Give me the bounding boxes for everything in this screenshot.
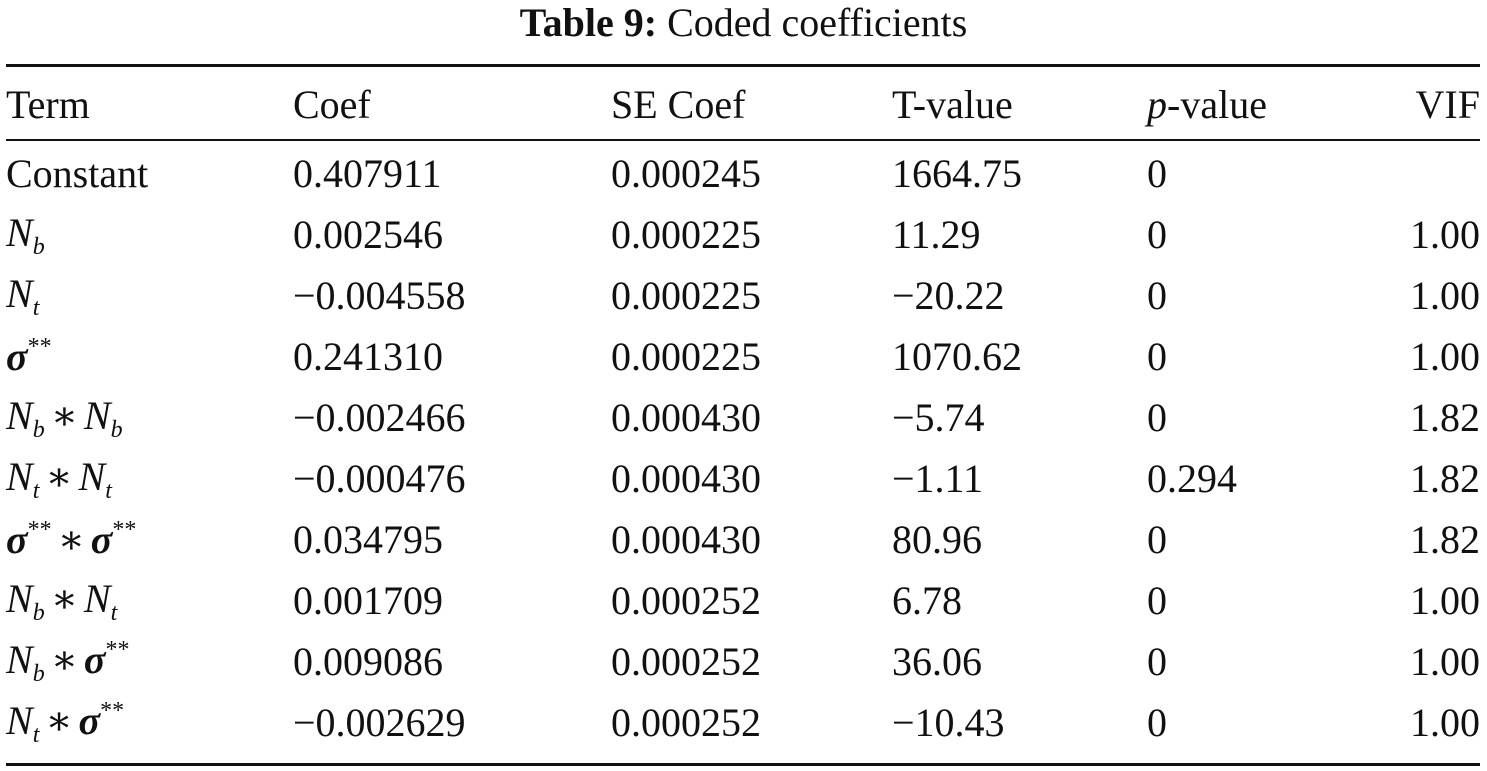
table-row: Constant 0.407911 0.000245 1664.75 0 bbox=[6, 139, 1480, 204]
term-math: Nt ∗ σ** bbox=[6, 697, 125, 748]
term-math: Nb ∗ Nt bbox=[6, 575, 118, 626]
coef-cell: −0.002466 bbox=[293, 395, 466, 440]
table-row: Nt ∗ Nt −0.000476 0.000430 −1.11 0.294 1.8… bbox=[6, 448, 1480, 509]
col-header-vif: VIF bbox=[1415, 82, 1480, 127]
term-math: Nb ∗ Nb bbox=[6, 392, 123, 443]
se-coef-cell: 0.000252 bbox=[611, 639, 761, 684]
term-math: Nt bbox=[6, 270, 40, 321]
vif-cell: 1.00 bbox=[1410, 578, 1480, 623]
term-cell: Nt ∗ Nt bbox=[6, 448, 293, 509]
p-value-cell: 0 bbox=[1147, 639, 1167, 684]
vif-cell: 1.82 bbox=[1410, 517, 1480, 562]
p-value-suffix: -value bbox=[1167, 82, 1267, 127]
vif-cell: 1.82 bbox=[1410, 456, 1480, 501]
p-value-cell: 0 bbox=[1147, 334, 1167, 379]
table-row: Nb ∗ Nt 0.001709 0.000252 6.78 0 1.00 bbox=[6, 570, 1480, 631]
caption-label: Table 9: bbox=[519, 0, 658, 45]
t-value-cell: 6.78 bbox=[892, 578, 962, 623]
coef-cell: 0.034795 bbox=[293, 517, 443, 562]
se-coef-cell: 0.000225 bbox=[611, 273, 761, 318]
coef-cell: 0.002546 bbox=[293, 212, 443, 257]
table-row: σ** ∗ σ** 0.034795 0.000430 80.96 0 1.82 bbox=[6, 509, 1480, 570]
vif-cell: 1.00 bbox=[1410, 212, 1480, 257]
se-coef-cell: 0.000430 bbox=[611, 456, 761, 501]
bottom-rule bbox=[6, 763, 1480, 766]
term-math: Nt ∗ Nt bbox=[6, 453, 112, 504]
t-value-cell: 1070.62 bbox=[892, 334, 1022, 379]
col-header-coef: Coef bbox=[293, 82, 371, 127]
table-row: Nt −0.004558 0.000225 −20.22 0 1.00 bbox=[6, 265, 1480, 326]
se-coef-cell: 0.000252 bbox=[611, 700, 761, 745]
table-row: σ** 0.241310 0.000225 1070.62 0 1.00 bbox=[6, 326, 1480, 387]
p-value-cell: 0 bbox=[1147, 273, 1167, 318]
coef-cell: 0.241310 bbox=[293, 334, 443, 379]
coef-cell: 0.009086 bbox=[293, 639, 443, 684]
p-value-cell: 0 bbox=[1147, 517, 1167, 562]
vif-cell: 1.00 bbox=[1410, 334, 1480, 379]
table-row: Nb ∗ Nb −0.002466 0.000430 −5.74 0 1.82 bbox=[6, 387, 1480, 448]
t-value-cell: −20.22 bbox=[892, 273, 1005, 318]
col-header-se-coef: SE Coef bbox=[611, 82, 746, 127]
p-value-cell: 0 bbox=[1147, 151, 1167, 196]
se-coef-cell: 0.000252 bbox=[611, 578, 761, 623]
p-value-cell: 0 bbox=[1147, 700, 1167, 745]
caption-title: Coded coefficients bbox=[667, 0, 968, 45]
table-row: Nb ∗ σ** 0.009086 0.000252 36.06 0 1.00 bbox=[6, 631, 1480, 692]
coef-cell: −0.000476 bbox=[293, 456, 466, 501]
se-coef-cell: 0.000225 bbox=[611, 334, 761, 379]
p-value-cell: 0 bbox=[1147, 212, 1167, 257]
t-value-cell: −10.43 bbox=[892, 700, 1005, 745]
col-header-t-value: T-value bbox=[892, 82, 1013, 127]
term-cell: Nt ∗ σ** bbox=[6, 692, 293, 753]
t-value-cell: 1664.75 bbox=[892, 151, 1022, 196]
p-value-cell: 0 bbox=[1147, 578, 1167, 623]
coefficients-table: Term Coef SE Coef T-value p-value VIF Co… bbox=[6, 70, 1480, 753]
vif-cell: 1.00 bbox=[1410, 700, 1480, 745]
term-cell: σ** ∗ σ** bbox=[6, 509, 293, 570]
top-rule bbox=[6, 64, 1480, 67]
coef-cell: 0.001709 bbox=[293, 578, 443, 623]
term-cell: Nb ∗ Nb bbox=[6, 387, 293, 448]
se-coef-cell: 0.000430 bbox=[611, 395, 761, 440]
table-row: Nt ∗ σ** −0.002629 0.000252 −10.43 0 1.00 bbox=[6, 692, 1480, 753]
term-cell: Constant bbox=[6, 151, 149, 196]
term-math: Nb ∗ σ** bbox=[6, 636, 130, 687]
term-math: σ** ∗ σ** bbox=[6, 517, 137, 562]
se-coef-cell: 0.000225 bbox=[611, 212, 761, 257]
se-coef-cell: 0.000245 bbox=[611, 151, 761, 196]
coef-cell: −0.002629 bbox=[293, 700, 466, 745]
coef-cell: 0.407911 bbox=[293, 151, 442, 196]
t-value-cell: −5.74 bbox=[892, 395, 985, 440]
vif-cell: 1.82 bbox=[1410, 395, 1480, 440]
term-cell: Nt bbox=[6, 265, 293, 326]
p-value-cell: 0.294 bbox=[1147, 456, 1237, 501]
col-header-term: Term bbox=[6, 82, 90, 127]
term-cell: Nb bbox=[6, 204, 293, 265]
term-cell: Nb ∗ σ** bbox=[6, 631, 293, 692]
header-rule bbox=[6, 139, 1480, 141]
vif-cell: 1.00 bbox=[1410, 639, 1480, 684]
se-coef-cell: 0.000430 bbox=[611, 517, 761, 562]
term-math: Nb bbox=[6, 209, 45, 260]
term-cell: Nb ∗ Nt bbox=[6, 570, 293, 631]
header-row: Term Coef SE Coef T-value p-value VIF bbox=[6, 70, 1480, 139]
p-value-cell: 0 bbox=[1147, 395, 1167, 440]
coef-cell: −0.004558 bbox=[293, 273, 466, 318]
vif-cell: 1.00 bbox=[1410, 273, 1480, 318]
p-symbol: p bbox=[1147, 82, 1167, 127]
t-value-cell: 36.06 bbox=[892, 639, 982, 684]
vif-cell bbox=[1380, 139, 1480, 204]
table-caption: Table 9: Coded coefficients bbox=[0, 0, 1487, 50]
t-value-cell: 11.29 bbox=[892, 212, 981, 257]
col-header-p-value: p-value bbox=[1147, 70, 1380, 139]
t-value-cell: −1.11 bbox=[892, 456, 984, 501]
table-row: Nb 0.002546 0.000225 11.29 0 1.00 bbox=[6, 204, 1480, 265]
term-math: σ** bbox=[6, 334, 52, 379]
t-value-cell: 80.96 bbox=[892, 517, 982, 562]
term-cell: σ** bbox=[6, 326, 293, 387]
